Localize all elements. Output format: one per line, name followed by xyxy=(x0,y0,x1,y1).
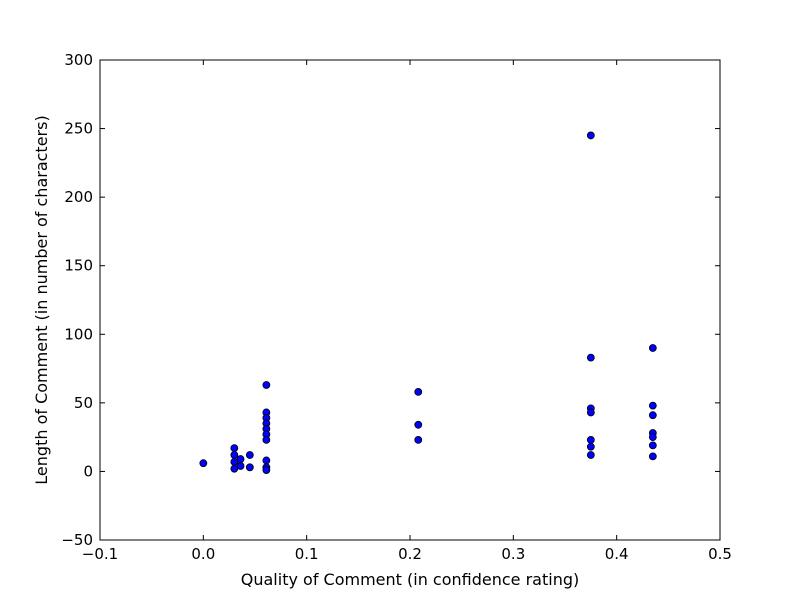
data-point xyxy=(245,463,254,472)
x-tick-label: 0.5 xyxy=(708,545,732,563)
x-tick-label: 0.1 xyxy=(295,545,319,563)
y-tick-label: 0 xyxy=(83,462,93,480)
data-point xyxy=(262,456,271,465)
data-point xyxy=(199,459,208,468)
y-tick-label: 100 xyxy=(64,325,93,343)
data-point xyxy=(648,401,657,410)
data-point xyxy=(414,435,423,444)
data-points xyxy=(199,131,657,474)
x-tick-label: −0.1 xyxy=(82,545,118,563)
x-tick-label: 0.0 xyxy=(191,545,215,563)
y-axis-label: Length of Comment (in number of characte… xyxy=(32,115,51,484)
y-tick-label: 300 xyxy=(64,51,93,69)
x-axis-label: Quality of Comment (in confidence rating… xyxy=(241,570,579,589)
x-tick-label: 0.4 xyxy=(605,545,629,563)
data-point xyxy=(586,353,595,362)
data-point xyxy=(236,455,245,463)
axis-ticks: −0.1 0.0 0.1 0.2 0.3 0.4 0.5 −50 0 50 100 150 200 250… xyxy=(61,51,732,563)
data-point xyxy=(586,435,595,444)
data-point xyxy=(648,441,657,450)
data-point xyxy=(230,451,239,459)
data-point xyxy=(245,451,254,459)
data-point xyxy=(648,433,657,442)
x-tick-label: 0.2 xyxy=(398,545,422,563)
y-tick-label: 50 xyxy=(74,394,93,412)
y-tick-label: 250 xyxy=(64,120,93,138)
data-point xyxy=(648,411,657,420)
data-point xyxy=(586,408,595,417)
data-point xyxy=(586,131,595,140)
data-point xyxy=(230,444,239,453)
x-tick-label: 0.3 xyxy=(501,545,525,563)
y-tick-label: 150 xyxy=(64,257,93,275)
data-point xyxy=(414,420,423,429)
data-point xyxy=(648,344,657,352)
data-point xyxy=(648,452,657,461)
data-point xyxy=(586,451,595,459)
data-point xyxy=(586,442,595,451)
data-point xyxy=(236,462,245,470)
data-point xyxy=(262,435,271,444)
y-tick-label: −50 xyxy=(61,531,93,549)
data-point xyxy=(262,466,271,474)
y-tick-label: 200 xyxy=(64,188,93,206)
plot-area xyxy=(100,60,720,540)
data-point xyxy=(414,387,423,396)
data-point xyxy=(262,381,271,389)
